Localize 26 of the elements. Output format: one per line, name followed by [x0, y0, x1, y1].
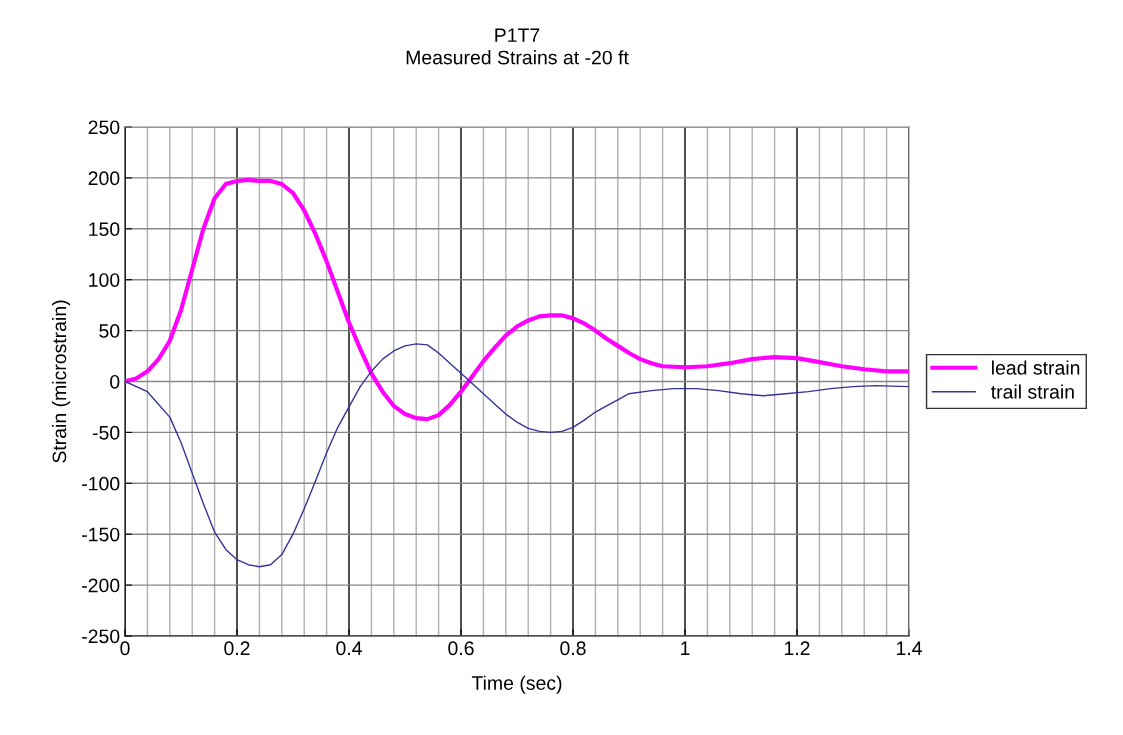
y-tick-label: 150 — [89, 222, 120, 237]
legend-label: lead strain — [992, 360, 1080, 375]
y-tick-label: 50 — [99, 324, 120, 338]
x-tick-label: 0 — [120, 641, 130, 656]
y-tick-label: 100 — [89, 273, 120, 287]
x-tick-label: 1.2 — [784, 641, 810, 655]
y-tick-label: -250 — [82, 629, 120, 644]
chart-title: P1T7 Measured Strains at -20 ft — [406, 28, 629, 65]
x-tick-label: 1 — [681, 641, 690, 655]
y-tick-label: 250 — [88, 120, 120, 135]
legend-label: trail strain — [991, 384, 1074, 399]
line-series — [125, 177, 909, 422]
y-tick-label: -150 — [82, 527, 120, 542]
x-tick-label: 0.6 — [448, 641, 474, 656]
y-tick-label: 0 — [110, 374, 120, 389]
y-axis-title: Strain (microstrain) — [51, 300, 71, 463]
x-tick-label: 1.4 — [896, 641, 922, 655]
x-tick-label: 0.2 — [224, 641, 250, 656]
x-tick-label: 0.8 — [560, 641, 586, 656]
x-axis-title: Time (sec) — [471, 675, 562, 694]
y-tick-label: -200 — [82, 578, 120, 593]
y-tick-label: 200 — [88, 171, 120, 186]
y-tick-label: -100 — [82, 476, 120, 491]
y-tick-label: -50 — [92, 425, 120, 440]
x-tick-label: 0.4 — [336, 641, 362, 656]
line-series — [125, 343, 909, 568]
